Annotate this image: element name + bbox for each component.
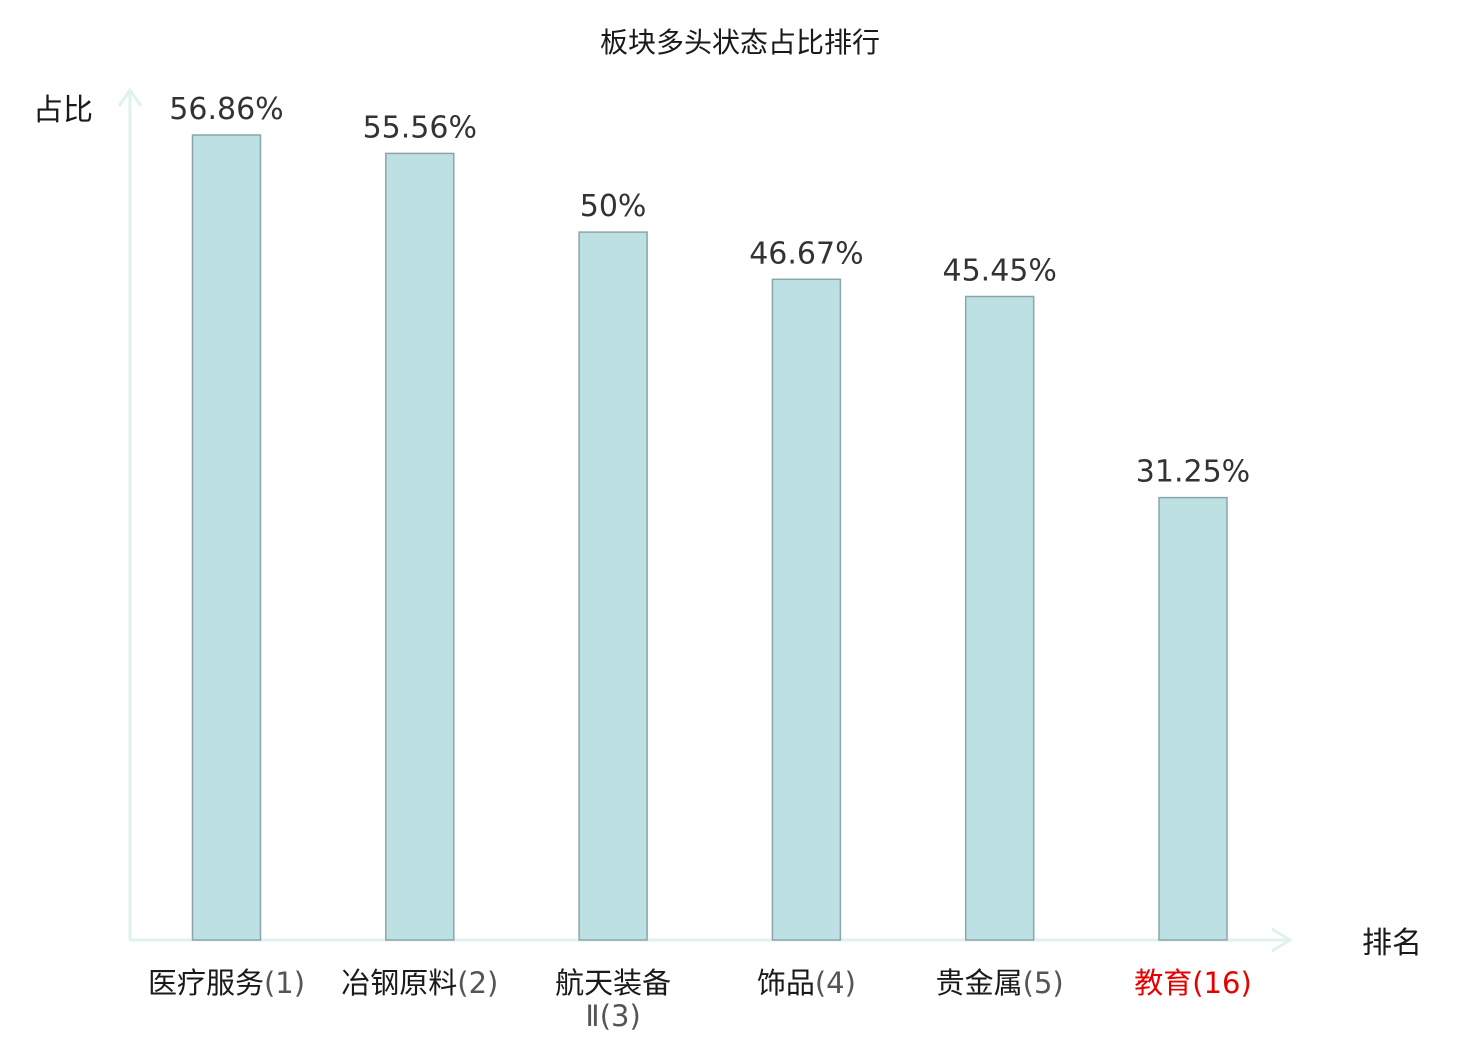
category-rank: (3) [600,999,641,1033]
category-label-3-line2: Ⅱ(3) [585,999,640,1033]
x-axis-label: 排名 [1362,926,1422,961]
category-label-5: 贵金属(5) [936,966,1064,1000]
category-rank: (2) [457,966,498,1000]
category-label-4: 饰品(4) [757,966,856,1000]
category-label-6: 教育(16) [1134,966,1252,1000]
value-label-5: 45.45% [943,254,1057,289]
category-label-3: 航天装备 [555,966,671,1000]
category-rank: (5) [1023,966,1064,1000]
y-axis [117,87,143,940]
bar-6 [1158,496,1228,941]
bars-group [191,134,1228,941]
category-name: 教育 [1134,966,1192,1000]
category-rank: (16) [1192,966,1252,1000]
bar-4 [771,278,842,941]
category-name: 医疗服务 [148,966,264,1000]
value-label-2: 55.56% [363,110,477,145]
value-label-4: 46.67% [749,236,863,271]
category-name: 航天装备 [555,966,671,1000]
bar-1 [191,134,262,941]
value-label-6: 31.25% [1136,455,1250,490]
bar-5 [964,295,1035,941]
category-name: 贵金属 [936,966,1023,1000]
category-label-2: 冶钢原料(2) [341,966,498,1000]
bar-3 [578,231,648,941]
category-rank: (4) [815,966,856,1000]
chart-title: 板块多头状态占比排行 [600,26,880,59]
category-name: 冶钢原料 [341,966,457,1000]
x-axis [130,927,1293,953]
value-labels-group: 56.86% 55.56% 50% 46.67% 45.45% 31.25% [169,92,1250,490]
category-name-line2: Ⅱ [585,999,599,1033]
y-axis-label: 占比 [33,93,93,128]
value-label-1: 56.86% [169,92,283,127]
category-name: 饰品 [757,966,815,1000]
category-label-1: 医疗服务(1) [148,966,305,1000]
bar-2 [385,152,455,941]
category-rank: (1) [264,966,305,1000]
value-label-3: 50% [580,189,647,224]
